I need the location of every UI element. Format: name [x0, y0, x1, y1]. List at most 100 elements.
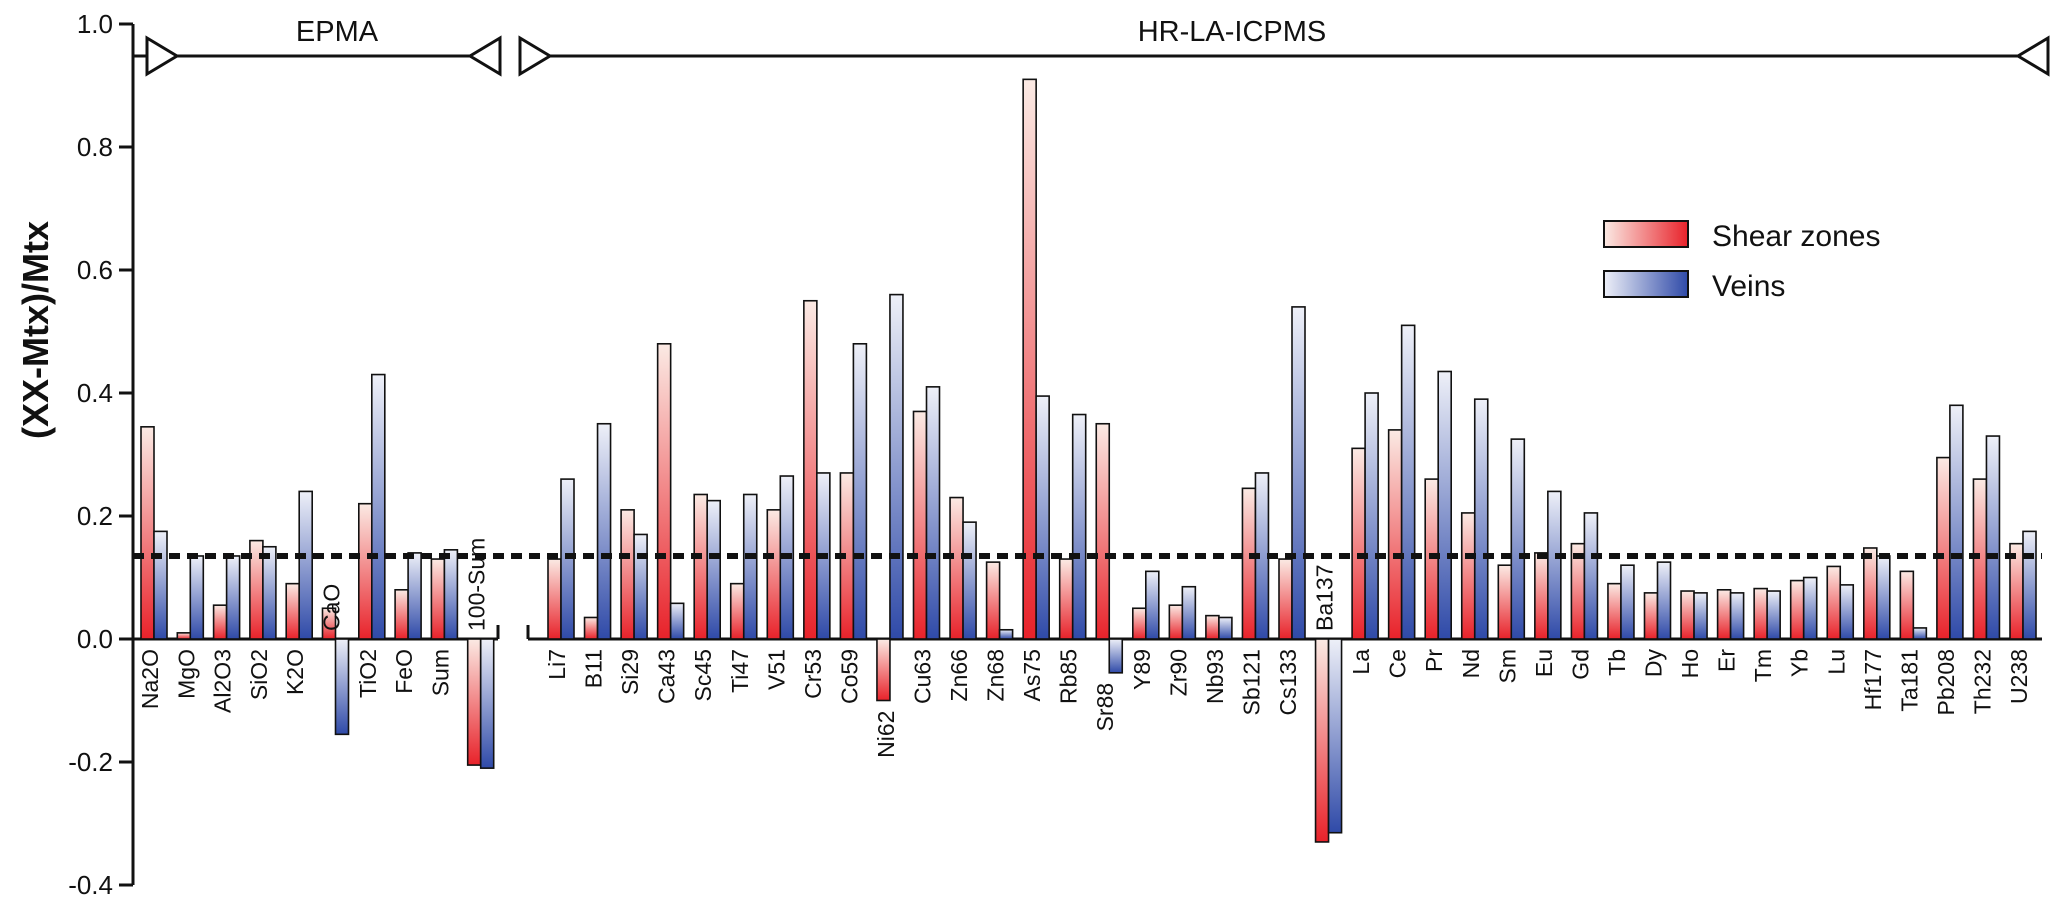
bar-shear-zones-er: [1716, 588, 1732, 640]
category-label-sc45: Sc45: [690, 649, 716, 701]
bar-shear-zones-cs133: [1278, 558, 1293, 640]
y-tick-label: -0.2: [68, 747, 113, 777]
bar-veins-zn66: [962, 521, 977, 640]
bar-shear-zones-hf177: [1863, 547, 1878, 640]
section-epma-right-arrow-icon: [467, 35, 502, 77]
bar-veins-sum: [443, 549, 459, 640]
bar-veins-th232: [1985, 435, 2001, 640]
bar-shear-zones-sm: [1497, 564, 1513, 640]
section-hrlaicpms-left-arrow-icon: [518, 35, 553, 77]
category-label-mgo: MgO: [173, 649, 199, 699]
bar-shear-zones-ba137: [1314, 638, 1330, 843]
bar-veins-ba137: [1327, 638, 1343, 834]
category-label-ca43: Ca43: [654, 649, 680, 704]
bar-veins-ti47: [742, 493, 758, 640]
category-label-co59: Co59: [836, 649, 862, 704]
bar-shear-zones-ni62: [876, 638, 891, 702]
bar-shear-zones-nb93: [1205, 614, 1220, 640]
category-label-rb85: Rb85: [1056, 649, 1082, 704]
bar-shear-zones-dy: [1643, 592, 1659, 640]
bar-shear-zones-sr88: [1095, 422, 1111, 640]
bar-shear-zones-tb: [1607, 582, 1622, 640]
plot-area: 1.0 0.8 0.6 0.4 0.2 0.0 -0.2 -0.4 Na2O MgO Al2O3 Si…: [68, 9, 2042, 900]
section-hrlaicpms-label: HR-LA-ICPMS: [1138, 16, 1327, 48]
category-label-gd: Gd: [1567, 649, 1593, 680]
category-label-v51: V51: [763, 649, 789, 690]
bar-shear-zones-tm: [1753, 587, 1768, 640]
bar-veins-al2o3: [225, 555, 241, 640]
category-label-sum: Sum: [427, 649, 453, 696]
category-label-sb121: Sb121: [1238, 649, 1264, 716]
category-label-cr53: Cr53: [800, 649, 826, 699]
y-tick-label: 1.0: [77, 9, 113, 39]
bar-veins-ce: [1400, 324, 1416, 640]
bar-shear-zones-cu63: [912, 410, 928, 640]
bar-shear-zones-100-sum: [466, 638, 482, 766]
category-label-zn66: Zn66: [946, 649, 972, 701]
bar-veins-as75: [1035, 395, 1050, 640]
section-epma-left-arrow-icon: [145, 35, 180, 77]
legend-label-shear-zones: Shear zones: [1712, 220, 1880, 253]
category-label-ce: Ce: [1385, 649, 1411, 678]
y-axis-title: (XX-Mtx)/Mtx: [15, 221, 56, 439]
bar-veins-tb: [1620, 564, 1635, 640]
category-label-feo: FeO: [391, 649, 417, 694]
section-epma: EPMA: [132, 16, 502, 77]
bar-veins-er: [1729, 592, 1745, 640]
category-label-nb93: Nb93: [1202, 649, 1228, 704]
bar-veins-sr88: [1108, 638, 1124, 674]
category-label-tb: Tb: [1604, 649, 1630, 676]
legend-swatch-veins: [1603, 270, 1689, 298]
bar-shear-zones-cr53: [803, 299, 818, 640]
category-label-ti47: Ti47: [727, 649, 753, 693]
bar-shear-zones-nd: [1460, 512, 1476, 640]
bar-veins-na2o: [153, 530, 168, 640]
category-label-pb208: Pb208: [1933, 649, 1959, 716]
category-label-ba137: Ba137: [1312, 564, 1338, 631]
bar-shear-zones-al2o3: [212, 604, 228, 640]
y-tick-label: 0.8: [77, 132, 113, 162]
bar-veins-nd: [1473, 398, 1489, 640]
bar-veins-ho: [1693, 592, 1708, 640]
category-label-zn68: Zn68: [983, 649, 1009, 701]
bar-veins-tio2: [370, 373, 386, 640]
bar-shear-zones-ho: [1680, 590, 1695, 640]
category-label-as75: As75: [1019, 649, 1045, 701]
section-epma-label: EPMA: [296, 16, 379, 48]
bar-shear-zones-zn68: [985, 561, 1001, 640]
y-tick-label: 0.6: [77, 255, 113, 285]
bar-veins-100-sum: [479, 638, 495, 769]
category-label-ni62: Ni62: [873, 711, 899, 758]
category-label-cu63: Cu63: [910, 649, 936, 704]
bar-shear-zones-yb: [1789, 579, 1805, 640]
category-label-nd: Nd: [1458, 649, 1484, 678]
bar-shear-zones-sc45: [693, 493, 709, 640]
bar-veins-gd: [1583, 512, 1599, 640]
category-label-zr90: Zr90: [1165, 649, 1191, 696]
bar-veins-cao: [334, 638, 350, 736]
bar-shear-zones-eu: [1534, 552, 1549, 640]
section-hrlaicpms: HR-LA-ICPMS: [518, 16, 2050, 77]
bar-shear-zones-as75: [1022, 78, 1037, 640]
bar-veins-zr90: [1181, 585, 1197, 640]
category-label-cao: CaO: [319, 584, 345, 631]
bar-shear-zones-rb85: [1058, 558, 1074, 640]
bar-veins-mgo: [189, 555, 205, 640]
bar-veins-yb: [1802, 576, 1818, 640]
bar-shear-zones-pb208: [1936, 456, 1951, 640]
bar-veins-pb208: [1949, 404, 1964, 640]
bar-shear-zones-ti47: [729, 582, 745, 640]
category-label-u238: U238: [2006, 649, 2032, 704]
category-label-y89: Y89: [1129, 649, 1155, 690]
bar-veins-y89: [1145, 570, 1160, 640]
bar-veins-co59: [852, 342, 868, 640]
category-label-ho: Ho: [1677, 649, 1703, 678]
category-label-lu: Lu: [1823, 649, 1849, 675]
y-tick-label: 0.2: [77, 501, 113, 531]
category-label-b11: B11: [581, 649, 607, 688]
bar-veins-hf177: [1876, 555, 1891, 640]
bar-shear-zones-v51: [766, 509, 782, 640]
bar-shear-zones-tio2: [357, 502, 373, 640]
bar-veins-zn68: [998, 628, 1014, 640]
bar-shear-zones-zn66: [949, 496, 964, 640]
